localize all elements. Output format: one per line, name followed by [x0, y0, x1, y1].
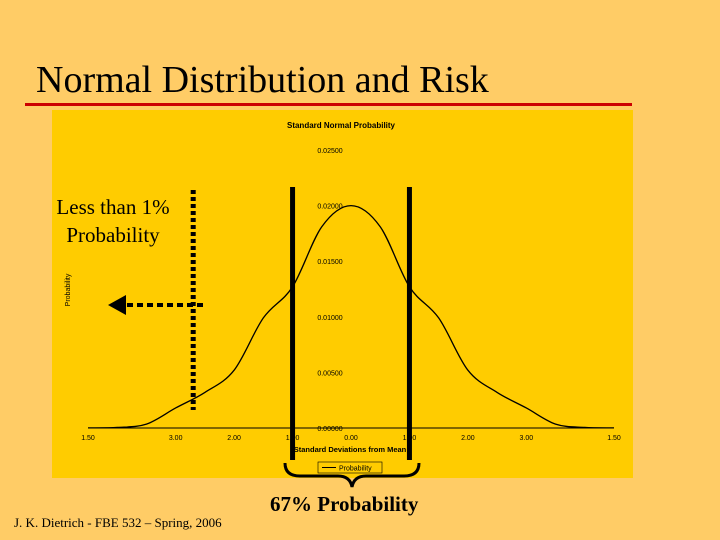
- x-tick-label: 1.50: [81, 435, 95, 442]
- y-tick-label: 0.02000: [317, 204, 342, 211]
- callout-left-line-1: Less than 1%: [56, 195, 170, 219]
- slide-footer: J. K. Dietrich - FBE 532 – Spring, 2006: [14, 515, 222, 530]
- chart-panel: [52, 110, 633, 478]
- x-tick-label: 0.00: [344, 435, 358, 442]
- y-axis-label: Probability: [65, 273, 72, 306]
- slide-title: Normal Distribution and Risk: [36, 59, 489, 101]
- callout-left-line-2: Probability: [66, 223, 160, 247]
- y-tick-label: 0.00000: [317, 426, 342, 433]
- chart-legend: Probability: [317, 461, 383, 474]
- x-tick-label: 3.00: [169, 435, 183, 442]
- probability-curve: [87, 204, 615, 429]
- legend-label-probability: Probability: [339, 466, 372, 473]
- y-tick-label: 0.01500: [317, 259, 342, 266]
- curly-brace-icon: [283, 462, 421, 488]
- callout-less-than-1pct: Less than 1% Probability: [38, 193, 188, 249]
- y-tick-labels: 0.00000 0.00500 0.01000 0.01500 0.02000 0.025…: [317, 148, 342, 433]
- title-underline: [25, 103, 632, 106]
- y-tick-label: 0.00500: [317, 370, 342, 377]
- left-arrow-icon: [108, 295, 203, 315]
- y-tick-label: 0.01000: [317, 315, 342, 322]
- x-tick-label: 1.50: [607, 435, 621, 442]
- x-tick-label: 2.00: [227, 435, 241, 442]
- x-tick-label: 3.00: [520, 435, 534, 442]
- x-tick-label: 2.00: [461, 435, 475, 442]
- legend-box: [317, 461, 383, 474]
- y-tick-label: 0.02500: [317, 148, 342, 155]
- chart-title: Standard Normal Probability: [287, 121, 396, 130]
- vertical-markers: [190, 187, 412, 460]
- callout-67pct-probability: 67% Probability: [270, 492, 419, 516]
- x-axis-label: Standard Deviations from Mean: [294, 445, 407, 454]
